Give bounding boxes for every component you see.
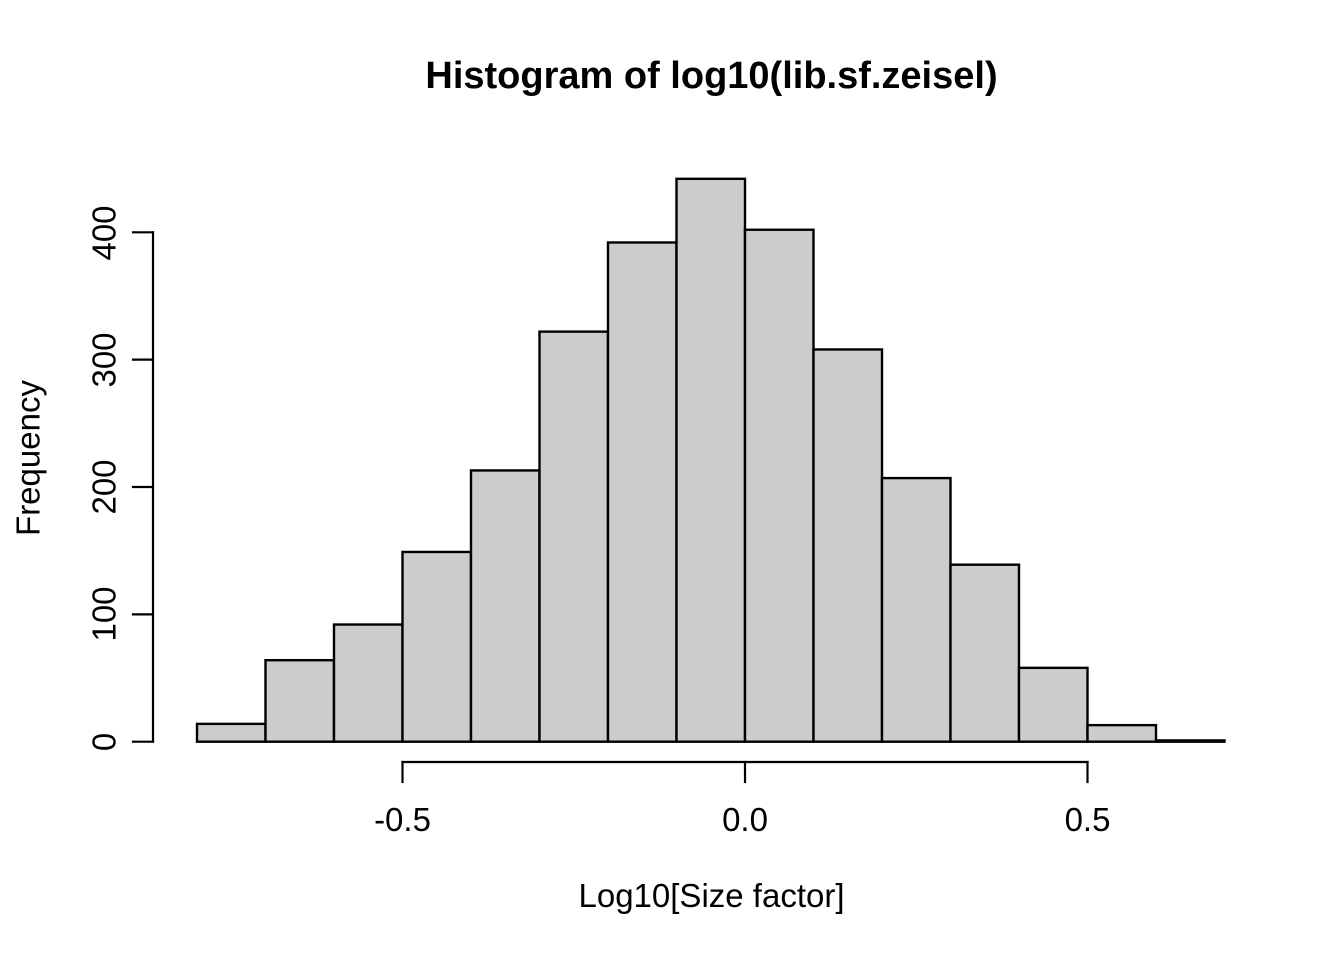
y-axis-label: Frequency [9, 380, 47, 536]
histogram-bar [675, 177, 747, 743]
histogram-bar [538, 330, 610, 743]
histogram-bar [743, 228, 815, 743]
y-tick-label: 400 [85, 204, 123, 261]
histogram-bar [1154, 739, 1226, 743]
histogram-bar [332, 623, 404, 743]
histogram-bar [880, 476, 952, 743]
histogram-bar [264, 658, 336, 743]
y-tick-label: 300 [85, 332, 123, 388]
x-tick-label: -0.5 [374, 801, 431, 838]
histogram-bar [401, 550, 473, 743]
histogram-bar [812, 348, 884, 743]
x-axis-label: Log10[Size factor] [578, 877, 845, 914]
histogram-bar [1086, 723, 1158, 743]
y-tick-label: 200 [85, 459, 123, 515]
histogram-bar [606, 241, 678, 743]
x-tick-label: 0.5 [1064, 801, 1111, 838]
y-tick-label: 100 [85, 586, 123, 642]
y-tick-label: 0 [85, 732, 123, 751]
x-tick-label: 0.0 [722, 801, 768, 838]
histogram-bar [469, 469, 541, 743]
histogram-bar [195, 722, 267, 743]
histogram-bar [949, 563, 1021, 743]
chart-title: Histogram of log10(lib.sf.zeisel) [425, 55, 998, 97]
histogram-bar [1017, 666, 1089, 743]
